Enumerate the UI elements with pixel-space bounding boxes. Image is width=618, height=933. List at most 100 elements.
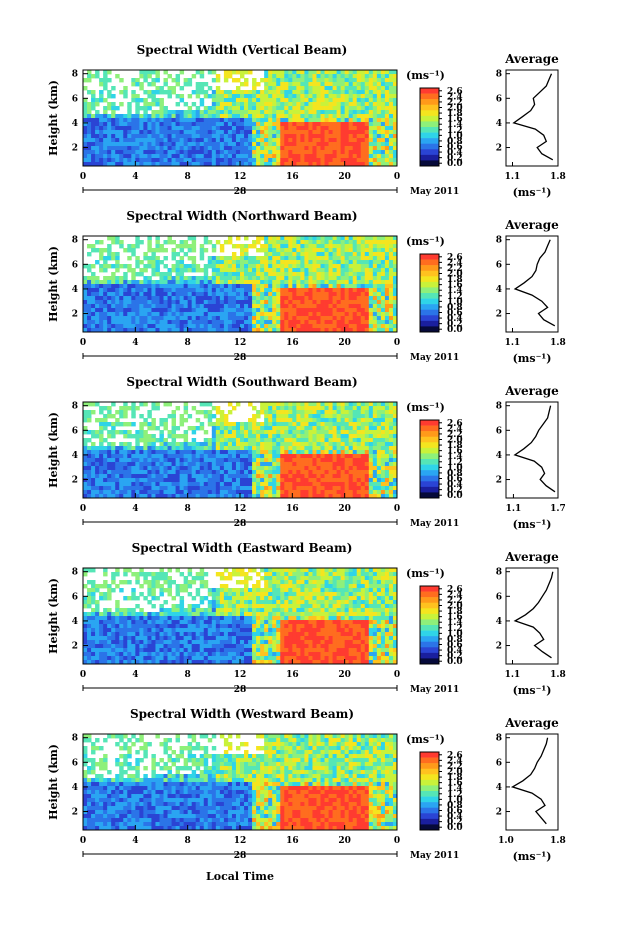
avg-x-tick-label: 1.1 xyxy=(505,172,521,182)
heatmap-cell xyxy=(127,316,131,320)
heatmap-cell xyxy=(300,240,304,244)
heatmap-cell xyxy=(155,482,159,486)
y-axis-label: Height (km) xyxy=(47,246,60,322)
heatmap-cell xyxy=(312,300,316,304)
heatmap-cell xyxy=(155,490,159,494)
heatmap-cell xyxy=(192,308,196,312)
heatmap-cell xyxy=(87,320,91,324)
heatmap-cell xyxy=(252,406,256,410)
heatmap-cell xyxy=(172,276,176,280)
heatmap-cell xyxy=(280,90,284,94)
heatmap-cell xyxy=(349,98,353,102)
heatmap-cell xyxy=(361,134,365,138)
heatmap-cell xyxy=(91,284,95,288)
heatmap-cell xyxy=(337,296,341,300)
heatmap-cell xyxy=(280,280,284,284)
heatmap-cell xyxy=(200,126,204,130)
heatmap-cell xyxy=(288,252,292,256)
heatmap-cell xyxy=(365,256,369,260)
heatmap-cell xyxy=(373,240,377,244)
heatmap-cell xyxy=(164,458,168,462)
heatmap-cell xyxy=(184,244,188,248)
heatmap-cell xyxy=(312,402,316,406)
heatmap-cell xyxy=(216,466,220,470)
heatmap-cell xyxy=(99,118,103,122)
heatmap-cell xyxy=(95,446,99,450)
heatmap-cell xyxy=(337,102,341,106)
heatmap-cell xyxy=(312,478,316,482)
heatmap-cell xyxy=(260,102,264,106)
heatmap-cell xyxy=(341,296,345,300)
heatmap-cell xyxy=(204,308,208,312)
heatmap-cell xyxy=(321,482,325,486)
heatmap-cell xyxy=(353,490,357,494)
heatmap-cell xyxy=(123,118,127,122)
heatmap-cell xyxy=(248,288,252,292)
heatmap-cell xyxy=(349,486,353,490)
heatmap-cell xyxy=(155,74,159,78)
heatmap-cell xyxy=(385,134,389,138)
heatmap-cell xyxy=(325,450,329,454)
heatmap-cell xyxy=(260,300,264,304)
heatmap-cell xyxy=(256,248,260,252)
heatmap-cell xyxy=(83,296,87,300)
heatmap-cell xyxy=(131,316,135,320)
heatmap-cell xyxy=(349,122,353,126)
heatmap-cell xyxy=(228,110,232,114)
heatmap-cell xyxy=(228,430,232,434)
heatmap-cell xyxy=(168,86,172,90)
heatmap-cell xyxy=(107,102,111,106)
heatmap-cell xyxy=(288,304,292,308)
heatmap-cell xyxy=(99,458,103,462)
heatmap-cell xyxy=(252,462,256,466)
heatmap xyxy=(83,70,397,166)
heatmap-cell xyxy=(123,138,127,142)
heatmap-cell xyxy=(208,304,212,308)
heatmap-cell xyxy=(325,134,329,138)
heatmap-cell xyxy=(115,462,119,466)
heatmap-cell xyxy=(143,90,147,94)
heatmap-cell xyxy=(276,308,280,312)
heatmap-cell xyxy=(252,458,256,462)
heatmap-cell xyxy=(333,308,337,312)
heatmap-cell xyxy=(232,94,236,98)
heatmap-cell xyxy=(381,288,385,292)
heatmap-cell xyxy=(220,288,224,292)
heatmap-cell xyxy=(321,324,325,328)
heatmap-cell xyxy=(164,450,168,454)
heatmap-cell xyxy=(244,150,248,154)
heatmap-cell xyxy=(159,458,163,462)
heatmap-cell xyxy=(316,252,320,256)
heatmap-cell xyxy=(135,316,139,320)
heatmap-cell xyxy=(365,146,369,150)
heatmap-cell xyxy=(91,74,95,78)
heatmap-cell xyxy=(220,320,224,324)
heatmap-cell xyxy=(107,478,111,482)
heatmap-cell xyxy=(159,110,163,114)
heatmap-cell xyxy=(321,240,325,244)
heatmap-cell xyxy=(337,446,341,450)
heatmap-cell xyxy=(365,118,369,122)
heatmap-cell xyxy=(345,462,349,466)
heatmap-cell xyxy=(131,272,135,276)
heatmap-cell xyxy=(300,260,304,264)
heatmap-cell xyxy=(228,74,232,78)
heatmap-cell xyxy=(192,490,196,494)
heatmap-cell xyxy=(127,122,131,126)
heatmap-cell xyxy=(325,320,329,324)
heatmap-cell xyxy=(180,446,184,450)
heatmap-cell xyxy=(228,260,232,264)
heatmap-cell xyxy=(341,276,345,280)
heatmap-cell xyxy=(337,406,341,410)
heatmap-cell xyxy=(325,114,329,118)
heatmap-cell xyxy=(155,260,159,264)
heatmap-cell xyxy=(252,78,256,82)
heatmap-cell xyxy=(381,236,385,240)
heatmap-cell xyxy=(248,458,252,462)
heatmap-cell xyxy=(196,150,200,154)
heatmap-cell xyxy=(312,142,316,146)
heatmap-cell xyxy=(224,422,228,426)
heatmap-cell xyxy=(296,106,300,110)
heatmap-cell xyxy=(184,264,188,268)
heatmap-cell xyxy=(131,252,135,256)
